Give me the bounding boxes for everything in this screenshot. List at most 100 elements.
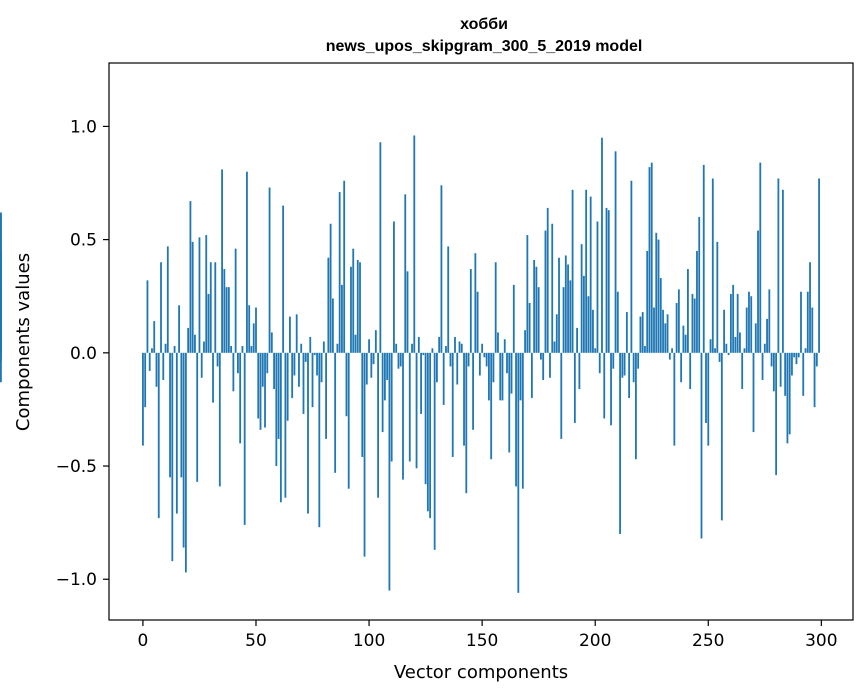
- bar-96: [359, 262, 361, 353]
- bar-256: [720, 352, 723, 521]
- bar-74: [309, 336, 312, 353]
- bar-137: [451, 352, 454, 457]
- bar-47: [248, 305, 251, 353]
- bar-18: [182, 352, 185, 548]
- bar-233: [668, 352, 671, 360]
- bar-199: [592, 309, 594, 353]
- bar-182: [553, 341, 556, 353]
- bar-140: [458, 341, 461, 353]
- x-tick-label: 250: [692, 631, 724, 651]
- bar-44: [241, 346, 244, 353]
- bar-72: [304, 352, 307, 362]
- bar-92: [350, 266, 352, 353]
- bar-97: [361, 352, 364, 457]
- bar-61: [279, 352, 282, 503]
- bar-148: [476, 291, 479, 353]
- bar-122: [417, 336, 420, 353]
- bar-40: [232, 352, 235, 392]
- bar-34: [218, 352, 221, 487]
- bar-144: [467, 352, 470, 367]
- bar-55: [266, 352, 269, 374]
- bar-3: [148, 352, 151, 371]
- bar-227: [655, 232, 658, 353]
- bar-208: [612, 352, 615, 369]
- bar-2: [146, 280, 149, 353]
- bar-211: [619, 352, 621, 534]
- y-tick-label: 0.0: [70, 344, 97, 364]
- bar-143: [465, 352, 468, 494]
- bar-258: [725, 343, 728, 353]
- bar-136: [449, 352, 452, 367]
- bar-278: [770, 352, 773, 367]
- bar-118: [408, 352, 411, 462]
- y-tick-label: 0.5: [70, 231, 97, 251]
- bar-200: [594, 348, 597, 353]
- y-axis-label: Components values: [13, 253, 34, 431]
- bar-113: [397, 352, 400, 369]
- bar-289: [795, 352, 798, 365]
- x-tick-label: 100: [353, 631, 385, 651]
- bar-251: [709, 339, 712, 353]
- bar-93: [352, 248, 355, 353]
- bar-48: [250, 346, 253, 353]
- bar-9: [162, 352, 165, 380]
- bar-151: [483, 352, 486, 358]
- bar-45: [243, 352, 246, 525]
- bar-189: [569, 280, 572, 353]
- bar-205: [605, 207, 608, 353]
- bar-147: [474, 253, 477, 353]
- bar-84: [331, 298, 334, 353]
- bar-43: [239, 352, 242, 444]
- bar-250: [707, 352, 710, 446]
- bar-25: [198, 237, 201, 353]
- bar-88: [341, 284, 343, 353]
- bar-36: [223, 269, 226, 353]
- bar-221: [641, 312, 644, 353]
- bar-236: [675, 303, 678, 353]
- bar-129: [433, 352, 436, 550]
- bar-series: [0, 135, 820, 593]
- bar-187: [564, 255, 567, 353]
- bar-281: [777, 178, 780, 353]
- bar-272: [757, 230, 759, 353]
- bar-62: [282, 205, 285, 353]
- bar-163: [510, 352, 513, 394]
- bar-176: [540, 352, 542, 360]
- bar-298: [815, 352, 818, 367]
- bar-103: [374, 330, 377, 353]
- bar-71: [302, 352, 305, 414]
- bar-107: [383, 352, 386, 401]
- y-tick-label: −0.5: [56, 457, 97, 477]
- bar-274: [761, 352, 764, 380]
- bar-53: [261, 352, 264, 387]
- bar-223: [646, 250, 649, 353]
- bar-7: [157, 352, 160, 519]
- bar-287: [791, 352, 793, 376]
- plot-frame: [108, 62, 854, 621]
- x-axis-label: Vector components: [394, 662, 568, 683]
- bar-264: [739, 332, 741, 353]
- bar-231: [664, 323, 667, 353]
- chart-title: хобби: [460, 16, 508, 33]
- bar-214: [625, 312, 628, 353]
- bar-265: [741, 352, 744, 390]
- bar-33: [216, 352, 219, 367]
- bar-19: [184, 352, 187, 573]
- bar-91: [347, 352, 350, 489]
- bar-86: [336, 343, 339, 353]
- bar-154: [490, 352, 493, 460]
- bar-286: [788, 352, 791, 435]
- bar-247: [700, 352, 703, 539]
- bar-209: [614, 151, 617, 353]
- bar-291: [800, 291, 802, 353]
- bar-95: [356, 259, 359, 353]
- chart-subtitle: news_upos_skipgram_300_5_2019 model: [326, 38, 643, 55]
- bar-193: [578, 352, 581, 390]
- bar-139: [456, 352, 459, 385]
- bar-196: [585, 189, 588, 353]
- bar-162: [508, 352, 511, 453]
- bar-299: [818, 178, 820, 353]
- bar-179: [546, 207, 549, 353]
- bar-37: [225, 287, 228, 353]
- bar-228: [657, 239, 660, 353]
